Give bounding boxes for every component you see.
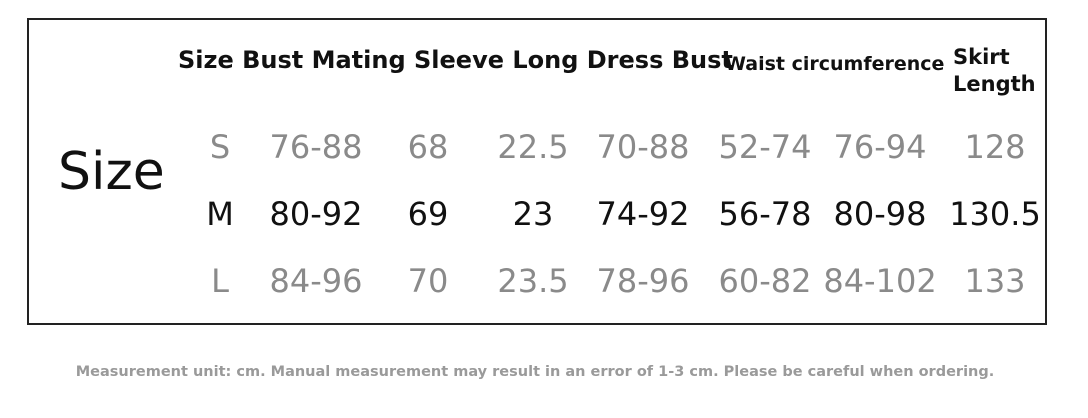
table-cell: 74-92 [596,195,690,233]
header-waist: Waist circumference [725,53,945,75]
header-main: Size Bust Mating Sleeve Long Dress Bust [178,46,733,74]
table-cell: 80-92 [269,195,363,233]
table-cell: 133 [964,262,1026,300]
table-border [27,18,1047,325]
table-cell: 84-96 [269,262,363,300]
table-cell: 60-82 [718,262,812,300]
table-cell: 70 [407,262,449,300]
row-title: Size [58,142,165,202]
table-cell: 22.5 [497,128,569,166]
table-cell: 68 [407,128,449,166]
table-cell: 23 [512,195,554,233]
size-label: S [209,128,231,166]
table-cell: 76-88 [269,128,363,166]
size-label: L [211,262,229,300]
table-cell: 52-74 [718,128,812,166]
table-cell: 23.5 [497,262,569,300]
table-cell: 56-78 [718,195,812,233]
header-skirt: Skirt Length [953,45,1036,96]
size-label: M [206,195,234,233]
table-cell: 70-88 [596,128,690,166]
table-cell: 80-98 [833,195,927,233]
table-cell: 84-102 [823,262,937,300]
footer-note: Measurement unit: cm. Manual measurement… [75,364,995,380]
table-cell: 130.5 [949,195,1041,233]
table-cell: 69 [407,195,449,233]
table-cell: 76-94 [833,128,927,166]
table-cell: 78-96 [596,262,690,300]
table-cell: 128 [964,128,1026,166]
